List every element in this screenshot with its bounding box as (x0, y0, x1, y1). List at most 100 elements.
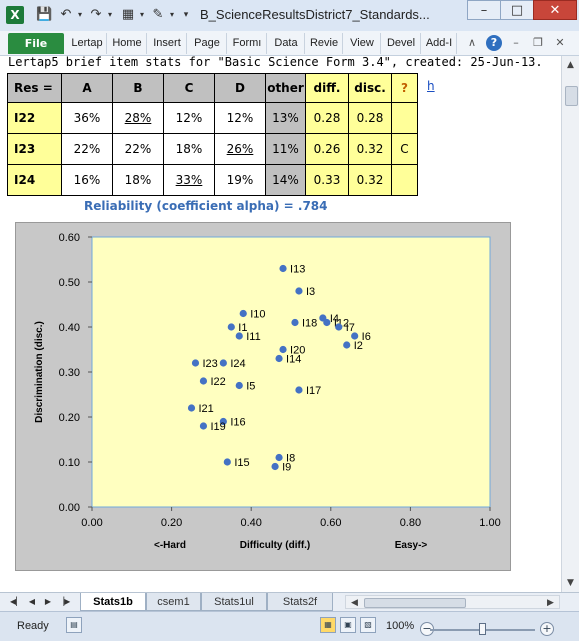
zoom-slider-thumb[interactable] (479, 623, 486, 635)
layout-icon[interactable]: ▦ (121, 7, 135, 22)
hyperlink-cell[interactable]: h (427, 79, 435, 93)
tab-home[interactable]: Home (108, 33, 147, 54)
scroll-down-icon[interactable]: ▼ (567, 578, 574, 588)
brush-icon[interactable]: ✎ (152, 7, 164, 22)
option-b-cell[interactable]: 18% (112, 164, 164, 196)
layout-dropdown-icon[interactable]: ▾ (139, 10, 144, 19)
item-cell[interactable]: I24 (7, 164, 62, 196)
scroll-left-icon[interactable]: ◀ (351, 598, 358, 608)
data-point-label: I2 (354, 340, 363, 352)
diff-cell[interactable]: 0.26 (305, 133, 349, 165)
brush-dropdown-icon[interactable]: ▾ (169, 10, 174, 19)
redo-dropdown-icon[interactable]: ▾ (107, 10, 112, 19)
flag-cell[interactable] (391, 102, 418, 134)
close-button[interactable]: ✕ (533, 0, 577, 20)
disc-cell[interactable]: 0.32 (348, 133, 392, 165)
last-sheet-icon[interactable]: ▕▶ (58, 597, 71, 606)
page-layout-view-icon[interactable]: ▣ (340, 617, 356, 633)
data-point-label: I18 (302, 318, 317, 330)
help-icon[interactable]: ? (486, 35, 502, 51)
maximize-button[interactable]: □ (500, 0, 534, 20)
header-d[interactable]: D (214, 73, 266, 103)
flag-cell[interactable] (391, 164, 418, 196)
horizontal-scrollbar[interactable]: ◀ ▶ (345, 595, 560, 609)
undo-icon[interactable]: ↶ (60, 7, 72, 22)
sheet-tab-csem1[interactable]: csem1 (146, 593, 201, 611)
vertical-scrollbar[interactable]: ▲ ▼ (561, 56, 579, 592)
x-axis-hard-label: <-Hard (154, 540, 186, 551)
tab-lertap[interactable]: Lertap (68, 33, 107, 54)
item-cell[interactable]: I22 (7, 102, 62, 134)
first-sheet-icon[interactable]: ◀▏ (10, 597, 23, 606)
customize-quick-access-icon[interactable]: ▾ (183, 10, 189, 20)
other-cell[interactable]: 11% (265, 133, 306, 165)
save-icon[interactable]: 💾 (36, 7, 53, 22)
option-c-cell[interactable]: 18% (163, 133, 215, 165)
collapse-ribbon-icon[interactable]: ∧ (467, 36, 477, 49)
option-b-cell[interactable]: 28% (112, 102, 164, 134)
header-disc[interactable]: disc. (348, 73, 392, 103)
tab-formulas[interactable]: Formı (228, 33, 267, 54)
tab-insert[interactable]: Insert (148, 33, 187, 54)
workbook-close-icon[interactable]: ✕ (555, 36, 565, 49)
scatter-chart[interactable]: 0.00 0.10 0.20 0.30 0.40 0.50 0.60 0.00 0.20 0.40… (15, 222, 511, 571)
redo-icon[interactable]: ↷ (90, 7, 102, 22)
other-cell[interactable]: 13% (265, 102, 306, 134)
undo-dropdown-icon[interactable]: ▾ (77, 10, 82, 19)
tab-data[interactable]: Data (268, 33, 305, 54)
option-d-cell[interactable]: 12% (214, 102, 266, 134)
workbook-restore-icon[interactable]: ❐ (533, 36, 543, 49)
option-a-cell[interactable]: 22% (61, 133, 113, 165)
vertical-scroll-thumb[interactable] (565, 86, 578, 106)
tab-view[interactable]: View (344, 33, 381, 54)
zoom-level[interactable]: 100% (386, 620, 415, 632)
option-d-cell[interactable]: 26% (214, 133, 266, 165)
zoom-in-icon[interactable]: + (540, 622, 554, 636)
header-diff[interactable]: diff. (305, 73, 349, 103)
x-tick-label: 0.00 (81, 517, 102, 529)
tab-review[interactable]: Revie (306, 33, 343, 54)
tab-file[interactable]: File (8, 33, 64, 54)
tab-page[interactable]: Page (188, 33, 227, 54)
workbook-minimize-icon[interactable]: – (513, 36, 519, 49)
flag-cell[interactable]: C (391, 133, 418, 165)
stats-caption: Lertap5 brief item stats for "Basic Scie… (8, 55, 543, 69)
option-c-cell[interactable]: 33% (163, 164, 215, 196)
header-a[interactable]: A (61, 73, 113, 103)
sheet-tab-stats1b[interactable]: Stats1b (80, 593, 146, 611)
scroll-up-icon[interactable]: ▲ (567, 60, 574, 70)
disc-cell[interactable]: 0.28 (348, 102, 392, 134)
macro-record-icon[interactable]: ▤ (66, 617, 82, 633)
option-a-cell[interactable]: 16% (61, 164, 113, 196)
prev-sheet-icon[interactable]: ◀ (28, 597, 36, 606)
option-a-cell[interactable]: 36% (61, 102, 113, 134)
header-other[interactable]: other (265, 73, 306, 103)
option-d-cell[interactable]: 19% (214, 164, 266, 196)
excel-app-icon[interactable]: X (6, 6, 24, 24)
y-tick-label: 0.60 (59, 232, 80, 244)
diff-cell[interactable]: 0.33 (305, 164, 349, 196)
diff-cell[interactable]: 0.28 (305, 102, 349, 134)
option-c-cell[interactable]: 12% (163, 102, 215, 134)
header-c[interactable]: C (163, 73, 215, 103)
disc-cell[interactable]: 0.32 (348, 164, 392, 196)
minimize-button[interactable]: – (467, 0, 501, 20)
sheet-tab-stats2f[interactable]: Stats2f (267, 593, 333, 611)
next-sheet-icon[interactable]: ▶ (44, 597, 52, 606)
header-res[interactable]: Res = (7, 73, 62, 103)
scroll-right-icon[interactable]: ▶ (547, 598, 554, 608)
horizontal-scroll-thumb[interactable] (364, 598, 466, 608)
other-cell[interactable]: 14% (265, 164, 306, 196)
x-axis-title: Difficulty (diff.) (240, 540, 311, 551)
sheet-tab-stats1ul[interactable]: Stats1ul (201, 593, 267, 611)
tab-developer[interactable]: Devel (382, 33, 421, 54)
normal-view-icon[interactable]: ▦ (320, 617, 336, 633)
ribbon-tabs: File Lertap Home Insert Page Formı Data … (0, 31, 579, 56)
data-point-label: I10 (250, 309, 265, 321)
item-cell[interactable]: I23 (7, 133, 62, 165)
header-b[interactable]: B (112, 73, 164, 103)
page-break-view-icon[interactable]: ▧ (360, 617, 376, 633)
option-b-cell[interactable]: 22% (112, 133, 164, 165)
header-flag[interactable]: ? (391, 73, 418, 103)
tab-add-ins[interactable]: Add-I (422, 33, 457, 54)
